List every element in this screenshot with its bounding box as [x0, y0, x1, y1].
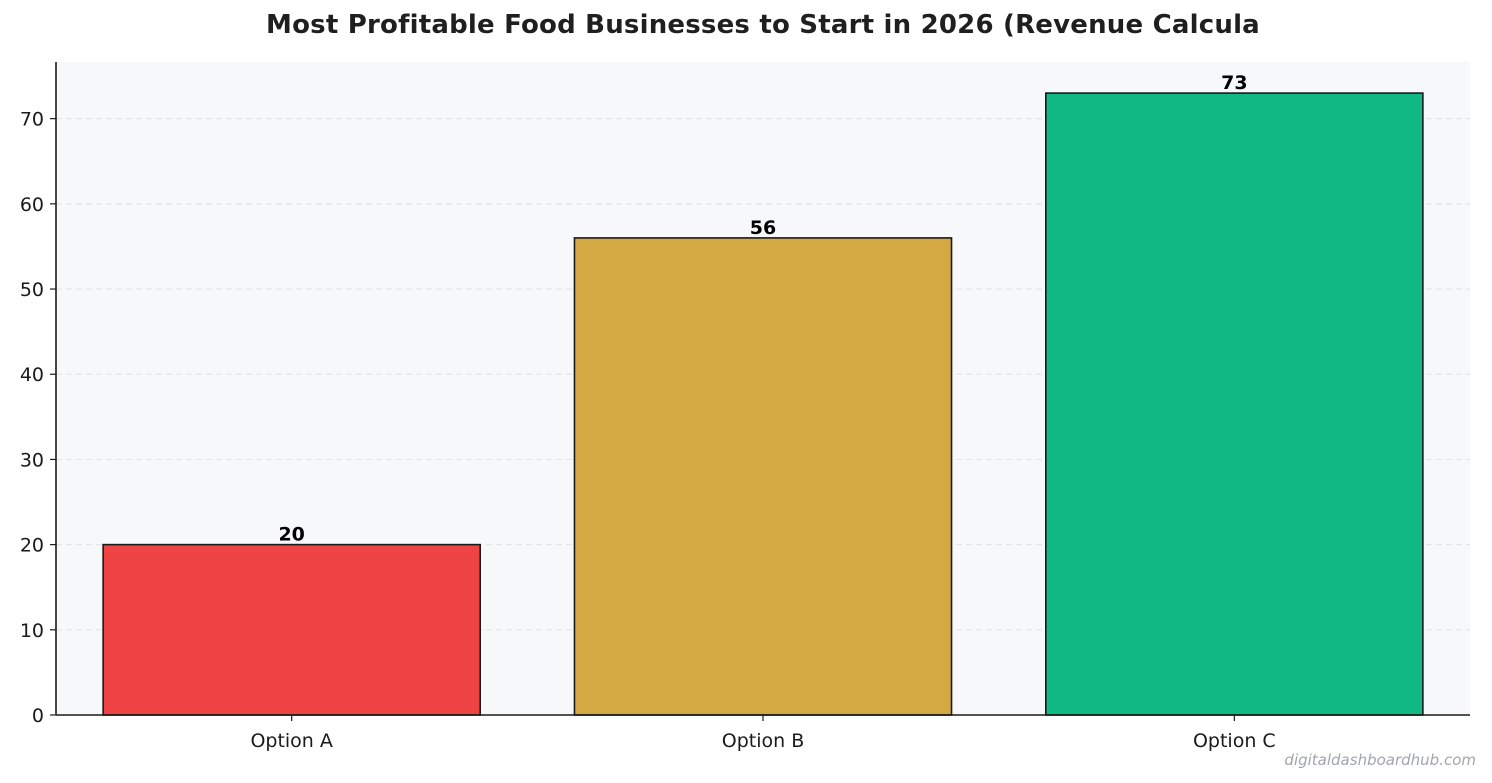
bar-value-label: 20 — [278, 524, 304, 546]
watermark: digitaldashboardhub.com — [1284, 751, 1476, 769]
y-tick-label: 70 — [20, 109, 44, 131]
y-tick-label: 20 — [20, 535, 44, 557]
bars — [102, 92, 1424, 716]
axes — [50, 62, 1470, 721]
y-tick-label: 50 — [20, 279, 44, 301]
bar-option-c — [1045, 92, 1424, 716]
bar-option-a — [102, 543, 482, 716]
y-tick-label: 0 — [32, 705, 44, 727]
y-tick-label: 60 — [20, 194, 44, 216]
bar-value-label: 56 — [750, 217, 776, 239]
y-tick-label: 30 — [20, 449, 44, 471]
x-tick-label: Option B — [722, 730, 805, 752]
y-tick-label: 40 — [20, 364, 44, 386]
chart-title: Most Profitable Food Businesses to Start… — [266, 10, 1260, 40]
bar-option-b — [573, 237, 953, 716]
x-tick-label: Option A — [250, 730, 332, 752]
y-tick-label: 10 — [20, 620, 44, 642]
bar-value-label: 73 — [1221, 72, 1247, 94]
x-tick-label: Option C — [1193, 730, 1276, 752]
labels: 0 10 20 30 40 50 60 70 20 Option A 56 Option B 73 Opt… — [20, 72, 1276, 752]
